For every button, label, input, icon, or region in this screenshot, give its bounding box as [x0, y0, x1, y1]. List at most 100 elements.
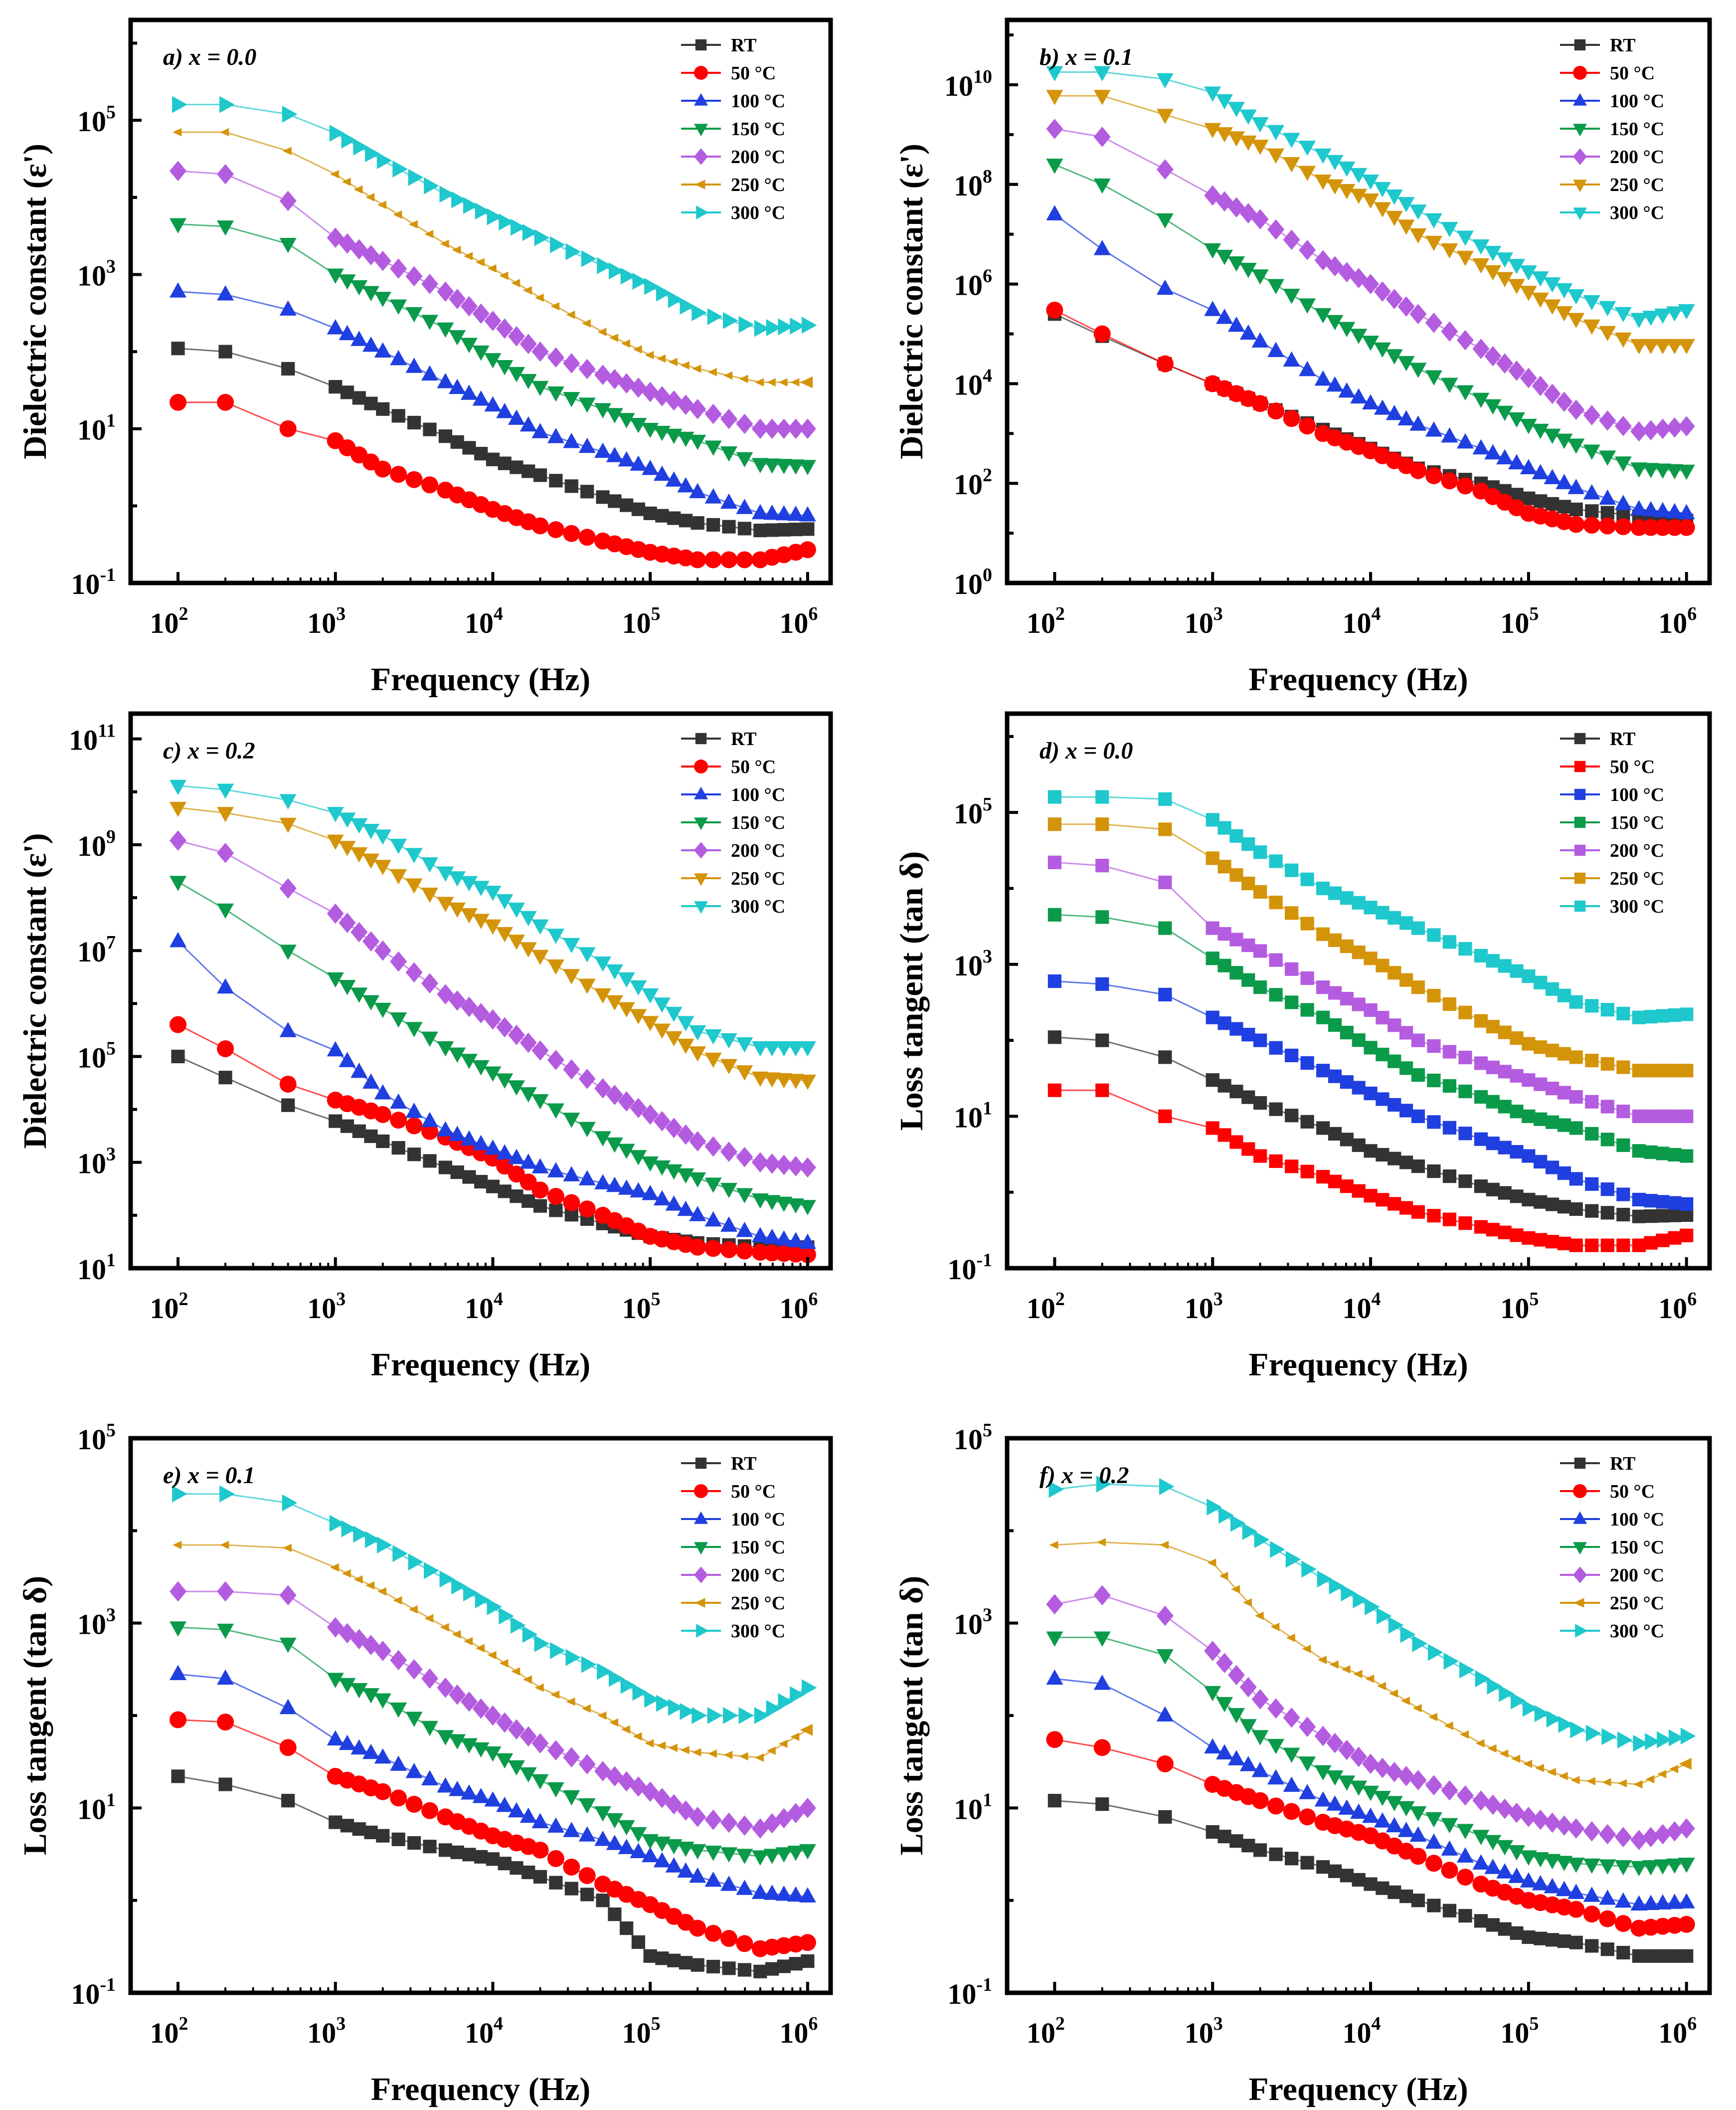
data-point: [1411, 980, 1425, 994]
data-point: [801, 317, 817, 334]
data-point: [689, 1844, 706, 1860]
data-point: [777, 1959, 791, 1973]
y-tick-label: 103: [954, 946, 992, 982]
data-point: [704, 1029, 722, 1045]
data-point: [1456, 230, 1474, 246]
data-point: [1441, 1840, 1458, 1856]
data-point: [1585, 1204, 1599, 1218]
data-point: [1411, 921, 1425, 935]
data-point: [1374, 1757, 1391, 1778]
data-point: [1656, 1233, 1670, 1247]
data-point: [508, 1080, 525, 1096]
data-point: [1364, 1041, 1378, 1055]
x-tick-exponent: 3: [1214, 603, 1223, 624]
data-point: [1456, 385, 1474, 401]
data-point: [1376, 1148, 1389, 1162]
data-point: [668, 291, 684, 308]
data-point: [1364, 1144, 1378, 1158]
data-point: [390, 1789, 407, 1807]
data-point: [1046, 205, 1063, 220]
data-point: [1364, 952, 1378, 965]
data-point: [1654, 339, 1672, 355]
data-point: [1376, 1193, 1389, 1207]
data-point: [642, 1781, 659, 1802]
data-point: [800, 1724, 813, 1736]
data-point: [1388, 1098, 1401, 1112]
data-point: [438, 1843, 453, 1857]
data-point: [449, 1734, 466, 1749]
legend-label: 300 °C: [1610, 1621, 1664, 1642]
data-point: [1630, 339, 1648, 355]
data-point: [1666, 1821, 1683, 1842]
data-point: [1353, 1670, 1363, 1679]
data-point: [1614, 1892, 1632, 1908]
data-point: [1508, 1845, 1526, 1861]
data-point: [1299, 361, 1316, 377]
x-tick-exponent: 4: [1372, 2013, 1381, 2034]
data-point: [1585, 1127, 1599, 1141]
data-point: [1644, 1064, 1658, 1078]
data-point: [1644, 1145, 1658, 1159]
data-point: [1093, 1674, 1111, 1690]
data-point: [1654, 1894, 1672, 1910]
data-point: [1374, 202, 1391, 218]
data-point: [1498, 1065, 1512, 1079]
data-point: [1338, 1739, 1356, 1760]
data-point: [1496, 272, 1514, 288]
data-point: [1204, 185, 1221, 206]
data-point: [1585, 1095, 1599, 1109]
data-point: [1412, 1704, 1422, 1713]
data-point: [1656, 1109, 1670, 1123]
data-point: [1632, 1109, 1646, 1123]
data-point: [374, 1106, 391, 1123]
series-line: [1054, 1483, 1687, 1744]
data-point: [1599, 1859, 1616, 1875]
data-point: [1534, 1112, 1548, 1126]
data-point: [549, 236, 565, 253]
data-point: [1522, 1149, 1536, 1163]
data-point: [1338, 322, 1356, 338]
data-point: [1642, 420, 1660, 440]
y-axis-label: Loss tangent (tan δ): [893, 1576, 930, 1855]
data-point: [723, 1707, 738, 1724]
data-point: [1574, 844, 1586, 856]
data-point: [350, 922, 368, 943]
data-point: [1678, 1818, 1695, 1839]
data-point: [1227, 256, 1245, 272]
data-point: [498, 1184, 512, 1198]
data-point: [1352, 896, 1366, 910]
data-point: [608, 1670, 624, 1687]
data-point: [421, 857, 439, 873]
data-point: [547, 1850, 564, 1867]
data-point: [1411, 1109, 1425, 1123]
data-point: [563, 969, 580, 984]
data-point: [1204, 1738, 1221, 1754]
data-point: [521, 1194, 535, 1208]
y-tick-label: 107: [77, 932, 116, 968]
data-point: [341, 131, 357, 149]
data-point: [1241, 938, 1255, 953]
data-point: [329, 125, 345, 142]
legend-label: 300 °C: [1610, 202, 1664, 223]
data-point: [449, 289, 466, 309]
y-axis-label: Dielectric constant (ε'): [893, 144, 930, 459]
data-point: [472, 390, 490, 406]
data-point: [1600, 1100, 1614, 1114]
data-point: [1229, 1135, 1243, 1149]
data-point: [1427, 988, 1441, 1003]
legend-label: 250 °C: [731, 1593, 785, 1614]
data-point: [1425, 370, 1442, 386]
data-point: [364, 1825, 378, 1839]
data-point: [1425, 1855, 1442, 1872]
data-point: [1397, 197, 1415, 212]
data-point: [1350, 1780, 1368, 1796]
data-point: [1300, 1115, 1314, 1129]
data-point: [1314, 308, 1332, 324]
data-point: [1352, 1081, 1366, 1095]
data-point: [522, 286, 532, 295]
data-point: [362, 995, 380, 1011]
data-point: [1557, 1166, 1571, 1180]
data-point: [405, 1762, 423, 1778]
data-point: [751, 1193, 769, 1209]
data-point: [704, 1052, 722, 1068]
